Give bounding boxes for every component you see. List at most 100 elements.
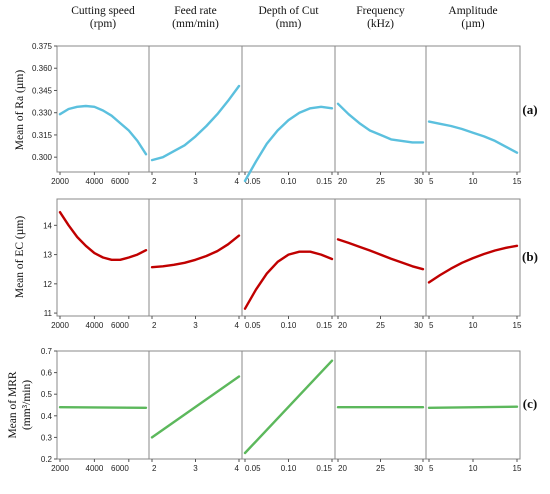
factor-unit: (kHz): [367, 18, 394, 30]
panel-frame: [241, 198, 336, 317]
x-tick-label: 0.10: [281, 464, 297, 473]
x-tick-label: 0.15: [316, 321, 332, 330]
factor-header: Feed rate (mm/min): [151, 5, 241, 31]
panel-label: (b): [522, 249, 538, 264]
x-tick-label: 2000: [51, 464, 69, 473]
factor-header: Depth of Cut (mm): [244, 5, 334, 31]
main-effect-line: [427, 120, 519, 154]
y-tick-label: 0.5: [41, 390, 53, 399]
panel-frame: [425, 350, 521, 460]
y-tick-label: 12: [43, 280, 52, 289]
y-tick-label: 0.2: [41, 455, 53, 464]
y-tick-label: 0.4: [41, 412, 53, 421]
main-effect-line: [243, 105, 334, 183]
main-effect-line: [336, 102, 425, 144]
x-tick-label: 6000: [111, 464, 129, 473]
main-effect-line: [427, 405, 519, 409]
factor-name: Depth of Cut: [258, 5, 319, 17]
x-tick-label: 2000: [51, 177, 69, 186]
x-tick-label: 5: [429, 177, 434, 186]
y-tick-label: 0.375: [32, 42, 53, 51]
panel-frame: [334, 45, 427, 173]
y-axis-label: Mean of Ra (µm): [14, 70, 26, 151]
x-tick-label: 0.05: [245, 464, 261, 473]
y-tick-label: 11: [44, 309, 53, 318]
x-tick-label: 20: [338, 321, 347, 330]
x-tick-label: 0.15: [316, 464, 332, 473]
x-tick-label: 0.05: [245, 177, 261, 186]
x-tick-label: 3: [193, 464, 198, 473]
main-effect-line: [243, 359, 334, 455]
factor-header: Amplitude (µm): [428, 5, 518, 31]
x-tick-label: 3: [193, 177, 198, 186]
x-tick-label: 2: [152, 177, 157, 186]
x-tick-label: 6000: [111, 177, 129, 186]
factor-unit: (mm): [275, 18, 302, 30]
x-tick-label: 4: [235, 464, 240, 473]
x-tick-label: 2: [152, 321, 157, 330]
factor-name: Feed rate: [174, 5, 217, 17]
y-tick-label: 14: [43, 221, 52, 230]
y-tick-label: 0.300: [32, 153, 53, 162]
y-tick-label: 0.6: [41, 369, 53, 378]
y-tick-label: 0.360: [32, 64, 53, 73]
panel-label: (c): [523, 396, 537, 411]
x-tick-label: 0.10: [281, 321, 297, 330]
x-tick-label: 10: [469, 464, 478, 473]
factor-header: Frequency (kHz): [336, 5, 426, 31]
panel-frame: [148, 45, 243, 173]
y-tick-label: 0.7: [41, 347, 53, 356]
x-tick-label: 20: [338, 464, 347, 473]
y-axis-label-unit: (mm³/min): [21, 380, 33, 430]
x-tick-label: 30: [414, 464, 423, 473]
factor-unit: (rpm): [89, 18, 117, 30]
x-tick-label: 15: [513, 321, 522, 330]
y-axis-label: Mean of MRR: [7, 371, 19, 438]
panel-frame: [148, 350, 243, 460]
panel-frame: [425, 45, 521, 173]
x-tick-label: 10: [469, 321, 478, 330]
main-effect-line: [243, 250, 334, 310]
y-tick-label: 0.315: [32, 131, 53, 140]
panel-frame: [334, 350, 427, 460]
x-tick-label: 3: [193, 321, 198, 330]
x-tick-label: 25: [376, 321, 385, 330]
main-effect-line: [150, 375, 241, 439]
x-tick-label: 2: [152, 464, 157, 473]
panel-frame: [148, 198, 243, 317]
factor-name: Cutting speed: [71, 5, 135, 17]
x-tick-label: 30: [414, 321, 423, 330]
x-tick-label: 25: [376, 464, 385, 473]
x-tick-label: 15: [513, 177, 522, 186]
x-tick-label: 5: [429, 321, 434, 330]
x-tick-label: 0.15: [316, 177, 332, 186]
main-effect-line: [336, 238, 425, 271]
x-tick-label: 0.10: [281, 177, 297, 186]
x-tick-label: 2000: [51, 321, 69, 330]
x-tick-label: 4000: [86, 177, 104, 186]
x-tick-label: 6000: [111, 321, 129, 330]
panel-frame: [334, 198, 427, 317]
factor-unit: (µm): [461, 18, 485, 30]
factor-name: Frequency: [356, 5, 405, 17]
x-tick-label: 4000: [86, 464, 104, 473]
main-effect-line: [58, 406, 148, 409]
x-tick-label: 4: [235, 177, 240, 186]
x-tick-label: 4000: [86, 321, 104, 330]
y-tick-label: 0.330: [32, 109, 53, 118]
x-tick-label: 5: [429, 464, 434, 473]
panel-frame: [56, 350, 150, 460]
x-tick-label: 15: [513, 464, 522, 473]
main-effect-line: [427, 244, 519, 284]
panel-label: (a): [522, 102, 537, 117]
x-tick-label: 30: [414, 177, 423, 186]
x-tick-label: 25: [376, 177, 385, 186]
x-tick-label: 20: [338, 177, 347, 186]
x-tick-label: 10: [469, 177, 478, 186]
y-tick-label: 0.3: [41, 433, 53, 442]
main-effect-line: [150, 234, 241, 269]
main-effect-line: [58, 104, 148, 156]
y-axis-label: Mean of EC (µm): [14, 216, 26, 298]
main-effect-line: [58, 210, 148, 261]
